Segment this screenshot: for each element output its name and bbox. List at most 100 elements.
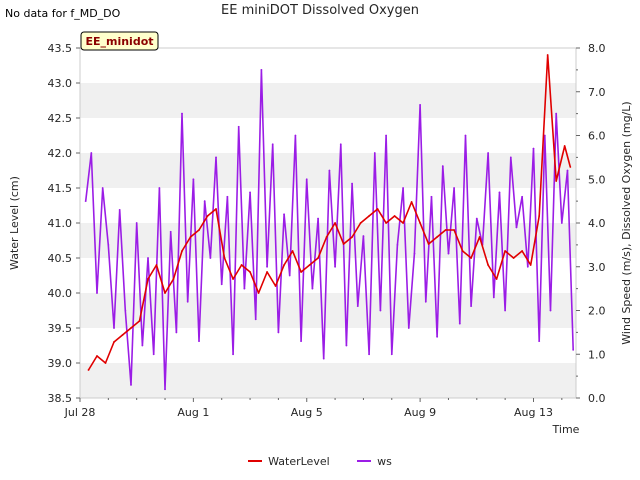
data-point-ws <box>152 353 155 356</box>
data-point-waterlevel <box>385 222 388 224</box>
data-point-waterlevel <box>368 215 370 217</box>
data-point-ws <box>402 187 405 189</box>
data-point-waterlevel <box>206 215 209 217</box>
data-point-waterlevel <box>291 250 294 252</box>
data-point-waterlevel <box>569 166 572 168</box>
data-point-ws <box>413 252 416 255</box>
data-point-ws <box>362 235 365 238</box>
data-point-ws <box>84 200 87 203</box>
x-axis-tick-label: Aug 1 <box>177 406 209 419</box>
series-line-waterlevel <box>87 54 572 371</box>
data-point-ws <box>283 213 285 216</box>
legend: WaterLevel ws <box>0 452 640 468</box>
data-point-ws <box>515 226 518 229</box>
data-point-waterlevel <box>334 222 336 224</box>
data-point-waterlevel <box>113 341 115 343</box>
data-point-waterlevel <box>427 243 430 245</box>
data-point-waterlevel <box>521 250 524 252</box>
data-point-ws <box>470 305 473 308</box>
data-point-waterlevel <box>419 222 422 224</box>
data-point-ws <box>396 243 399 246</box>
data-point-ws <box>271 143 274 146</box>
x-axis-tick-label: Aug 9 <box>404 406 436 419</box>
right-axis-tick-label: 8.0 <box>588 42 606 55</box>
data-point-waterlevel <box>266 271 268 273</box>
data-point-waterlevel <box>223 257 226 259</box>
data-point-ws <box>373 152 376 154</box>
data-point-ws <box>549 309 552 312</box>
data-point-waterlevel <box>155 264 158 266</box>
data-point-waterlevel <box>436 236 439 238</box>
grid-band <box>80 153 576 188</box>
data-point-ws <box>538 340 541 343</box>
data-point-ws <box>504 309 507 312</box>
legend-label-waterlevel: WaterLevel <box>268 454 330 468</box>
data-point-waterlevel <box>402 222 405 224</box>
data-point-waterlevel <box>147 278 149 280</box>
data-point-ws <box>90 152 93 154</box>
data-point-waterlevel <box>249 271 251 273</box>
data-point-ws <box>334 265 336 268</box>
data-point-waterlevel <box>487 264 490 266</box>
data-point-ws <box>322 357 325 360</box>
data-point-ws <box>260 68 263 71</box>
left-axis-tick-label: 39.5 <box>48 322 73 335</box>
left-axis-tick-label: 42.0 <box>48 147 73 160</box>
data-point-ws <box>158 187 161 189</box>
chart-title: EE miniDOT Dissolved Oxygen <box>221 3 419 18</box>
data-point-ws <box>118 208 121 211</box>
data-point-ws <box>164 388 166 391</box>
data-point-ws <box>572 348 575 351</box>
right-axis-tick-label: 1.0 <box>588 348 606 361</box>
data-point-ws <box>215 156 217 159</box>
data-point-ws <box>356 305 359 308</box>
series-badge-label: EE_minidot <box>85 35 153 48</box>
data-point-waterlevel <box>232 278 234 280</box>
data-point-waterlevel <box>461 250 464 252</box>
data-point-waterlevel <box>138 320 141 322</box>
right-axis-tick-label: 5.0 <box>588 173 606 186</box>
data-point-ws <box>447 252 450 255</box>
data-point-ws <box>436 335 439 338</box>
data-point-ws <box>464 134 467 137</box>
data-point-ws <box>458 322 461 325</box>
data-point-waterlevel <box>470 257 473 259</box>
data-point-ws <box>560 222 563 224</box>
data-point-ws <box>203 200 206 203</box>
data-point-waterlevel <box>555 180 558 182</box>
data-point-ws <box>113 327 115 329</box>
legend-swatch-ws <box>357 460 372 462</box>
data-point-ws <box>487 152 490 154</box>
data-point-ws <box>419 103 422 106</box>
data-point-ws <box>441 165 444 168</box>
data-point-ws <box>209 257 212 259</box>
legend-swatch-waterlevel <box>248 460 263 462</box>
x-axis-tick-label: Aug 13 <box>514 406 553 419</box>
right-axis-tick-label: 6.0 <box>588 130 606 143</box>
data-point-ws <box>385 134 388 137</box>
data-point-ws <box>390 353 393 356</box>
data-point-ws <box>311 287 314 290</box>
x-axis-tick-label: Aug 5 <box>291 406 323 419</box>
data-point-waterlevel <box>257 292 260 294</box>
data-point-ws <box>555 112 558 115</box>
data-point-waterlevel <box>172 278 175 280</box>
data-point-ws <box>186 300 189 303</box>
data-point-ws <box>266 265 268 268</box>
data-point-ws <box>181 112 183 115</box>
data-point-waterlevel <box>96 355 98 357</box>
data-point-ws <box>521 195 524 198</box>
left-axis-tick-label: 40.5 <box>48 252 73 265</box>
data-point-waterlevel <box>478 236 481 238</box>
data-point-ws <box>328 169 331 172</box>
data-point-waterlevel <box>300 271 302 273</box>
data-point-ws <box>141 344 144 347</box>
data-point-ws <box>130 383 132 386</box>
data-point-waterlevel <box>317 257 319 259</box>
data-point-waterlevel <box>538 215 541 217</box>
data-point-ws <box>317 217 319 220</box>
data-point-ws <box>192 178 195 181</box>
data-point-ws <box>526 265 529 268</box>
right-axis-tick-label: 7.0 <box>588 86 606 99</box>
